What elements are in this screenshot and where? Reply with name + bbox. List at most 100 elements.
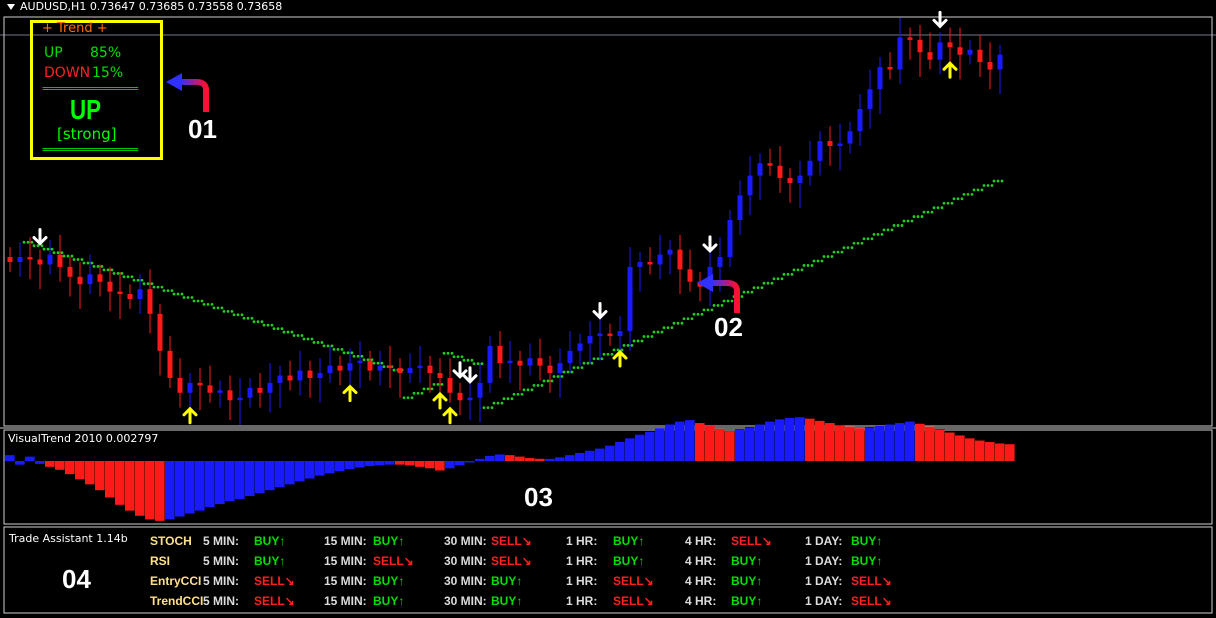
psar-dot <box>352 354 356 358</box>
candle-body <box>987 62 993 70</box>
histogram-bar <box>505 455 515 461</box>
psar-dot <box>940 206 944 210</box>
trend-divider-bottom: ================= <box>42 143 139 156</box>
histogram-bar <box>25 456 35 461</box>
histogram-bar <box>325 461 335 474</box>
psar-dot <box>350 351 354 355</box>
psar-dot <box>462 358 466 362</box>
psar-dot <box>330 344 334 348</box>
psar-dot <box>332 347 336 351</box>
histogram-bar <box>755 424 765 461</box>
psar-dot <box>446 351 450 355</box>
histogram-bar <box>445 461 455 469</box>
psar-dot <box>202 303 206 306</box>
candle-body <box>287 375 293 381</box>
ta-timeframe: 4 HR: <box>685 534 717 548</box>
histogram-bar <box>555 457 565 461</box>
candle-body <box>897 37 903 70</box>
psar-dot <box>690 317 694 321</box>
candle-body <box>297 370 303 381</box>
ta-buy-signal: BUY↑ <box>851 554 883 568</box>
psar-dot <box>766 281 770 285</box>
psar-dot <box>432 382 436 386</box>
psar-dot <box>642 335 646 338</box>
psar-dot <box>992 179 996 183</box>
psar-dot <box>896 224 900 227</box>
psar-dot <box>122 275 126 279</box>
candle-body <box>947 42 953 48</box>
psar-dot <box>522 388 526 392</box>
psar-dot <box>620 348 624 352</box>
psar-dot <box>866 237 870 241</box>
psar-dot <box>750 290 754 294</box>
candle-body <box>427 365 433 374</box>
ta-timeframe: 4 HR: <box>685 594 717 608</box>
psar-dot <box>840 250 844 254</box>
psar-dot <box>540 383 544 387</box>
psar-dot <box>392 368 396 372</box>
psar-dot <box>680 321 684 325</box>
psar-dot <box>72 258 76 261</box>
psar-dot <box>820 259 824 263</box>
psar-dot <box>270 323 274 327</box>
ta-sell-signal: SELL↘ <box>613 574 654 588</box>
psar-dot <box>570 370 574 374</box>
buy-arrow-icon <box>442 406 458 425</box>
psar-dot <box>986 184 990 187</box>
psar-dot <box>610 352 614 356</box>
buy-arrow-icon <box>342 384 358 403</box>
sell-arrow-icon <box>452 361 468 379</box>
psar-dot <box>200 299 204 303</box>
psar-dot <box>492 401 496 405</box>
psar-dot <box>456 355 460 359</box>
psar-dot <box>362 358 366 362</box>
ta-timeframe: 5 MIN: <box>203 534 239 548</box>
psar-dot <box>60 251 64 255</box>
ta-timeframe: 15 MIN: <box>324 534 367 548</box>
candle-body <box>527 358 533 366</box>
psar-dot <box>806 264 810 267</box>
ta-timeframe: 1 HR: <box>566 574 598 588</box>
psar-dot <box>720 304 724 307</box>
psar-dot <box>580 366 584 370</box>
histogram-bar <box>885 424 895 461</box>
histogram-bar <box>695 423 705 461</box>
psar-dot <box>360 354 364 358</box>
psar-dot <box>652 330 656 334</box>
psar-dot <box>592 357 596 361</box>
candle-body <box>997 54 1003 70</box>
histogram-bar <box>145 461 155 520</box>
ta-timeframe: 1 DAY: <box>805 554 843 568</box>
psar-dot <box>250 316 254 320</box>
histogram-bar <box>75 461 85 480</box>
candle-body <box>607 333 613 337</box>
psar-dot <box>120 271 124 275</box>
histogram-bar <box>665 424 675 461</box>
psar-dot <box>460 355 464 359</box>
ta-timeframe: 15 MIN: <box>324 574 367 588</box>
chart-header: AUDUSD,H1 0.73647 0.73685 0.73558 0.7365… <box>20 0 283 13</box>
candle-body <box>467 397 473 401</box>
menu-triangle-icon[interactable] <box>7 4 15 10</box>
psar-dot <box>172 292 176 296</box>
histogram-bar <box>415 461 425 467</box>
psar-dot <box>506 397 510 401</box>
histogram-bar <box>825 423 835 461</box>
histogram-bar <box>315 461 325 476</box>
psar-dot <box>906 219 910 223</box>
histogram-bar <box>245 461 255 497</box>
ta-sell-signal: SELL↘ <box>491 534 532 548</box>
psar-dot <box>282 330 286 334</box>
psar-dot <box>602 352 606 356</box>
psar-dot <box>510 397 514 401</box>
histogram-bar <box>55 461 65 470</box>
histogram-bar <box>995 443 1005 461</box>
histogram-bar <box>215 461 225 505</box>
ta-timeframe: 4 HR: <box>685 574 717 588</box>
candle-body <box>47 254 53 265</box>
histogram-bar <box>295 461 305 482</box>
trend-down-label: DOWN <box>44 65 91 81</box>
candle-body <box>667 249 673 255</box>
ta-timeframe: 5 MIN: <box>203 554 239 568</box>
candle-body <box>957 47 963 55</box>
